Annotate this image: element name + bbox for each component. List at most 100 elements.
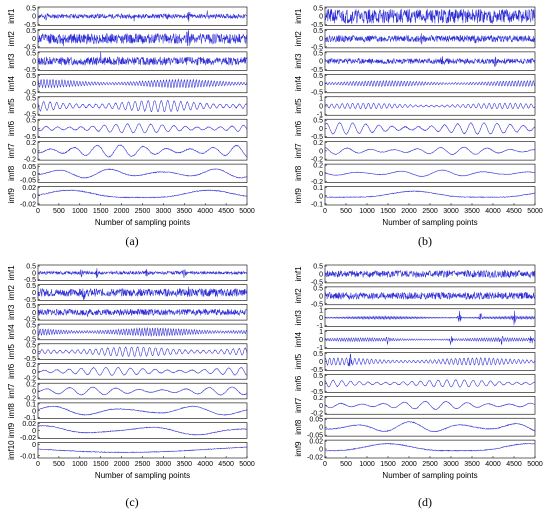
x-tick-label: 3500 (177, 461, 193, 468)
subfigure-caption: (d) (418, 495, 432, 509)
panel-label-imf10: imf10 (7, 440, 16, 460)
y-tick-label: 0.5 (26, 342, 36, 349)
signal-line-imf7 (324, 146, 535, 156)
panel-imf2: 0.50-0.5 imf2 (294, 285, 536, 308)
y-tick-label: -0.2 (24, 157, 36, 164)
y-tick-label: 0.5 (313, 50, 323, 57)
x-tick-label: 3000 (443, 461, 459, 468)
panel-imf6: 0.50-0.5 imf6 (7, 118, 248, 141)
y-tick-label: -0.1 (24, 415, 36, 422)
x-tick-label: 2000 (401, 208, 417, 215)
panel-frame (324, 439, 536, 459)
panel-frame (37, 382, 248, 400)
y-tick-label: 0 (32, 310, 36, 317)
panel-imf2: 0.50-0.5 imf2 (294, 28, 536, 51)
y-tick-label: 0 (319, 59, 323, 66)
signal-line-imf1 (37, 268, 248, 279)
y-tick-label: 0.1 (313, 185, 323, 192)
x-tick-label: 5000 (239, 461, 255, 468)
panel-imf2: 0.50-0.5 imf2 (7, 28, 248, 51)
signal-line-imf3 (37, 308, 248, 318)
y-tick-label: 0.5 (313, 6, 323, 13)
y-tick-label: 0 (32, 171, 36, 178)
y-tick-label: 0.5 (313, 264, 323, 271)
panel-label-imf8: imf8 (7, 403, 16, 419)
y-tick-label: 0 (319, 193, 323, 200)
y-tick-label: 1 (319, 329, 323, 336)
signal-line-imf9 (324, 442, 535, 452)
y-tick-label: 0.5 (26, 264, 36, 271)
y-tick-label: 0 (319, 104, 323, 111)
y-tick-label: -0.2 (24, 376, 36, 383)
panel-label-imf6: imf6 (7, 120, 16, 136)
panel-label-imf7: imf7 (7, 383, 16, 399)
y-tick-label: 0 (319, 148, 323, 155)
y-tick-label: 0.2 (313, 163, 323, 170)
panel-imf5: 0.5 0-0.5 imf5 (7, 95, 248, 119)
panel-frame (324, 74, 536, 94)
panel-frame (37, 118, 248, 138)
y-tick-label: -0.5 (311, 89, 323, 96)
x-tick-label: 4500 (506, 461, 522, 468)
x-tick-label: 5000 (239, 208, 255, 215)
signal-line-imf8 (324, 169, 536, 177)
panel-label-imf8: imf8 (294, 419, 303, 435)
signal-line-imf5 (324, 353, 536, 367)
panel-imf6: 0.50-0.5 imf6 (294, 118, 536, 141)
y-tick-label: -0.5 (24, 112, 36, 119)
panel-frame (324, 118, 536, 138)
panel-label-imf6: imf6 (294, 375, 303, 391)
y-tick-label: 0 (319, 337, 323, 344)
y-tick-label: 0.5 (26, 118, 36, 125)
y-tick-label: 0 (32, 408, 36, 415)
panel-label-imf5: imf5 (294, 353, 303, 369)
x-tick-label: 1000 (72, 208, 88, 215)
y-tick-label: 0 (319, 293, 323, 300)
signal-line-imf3 (37, 51, 248, 67)
y-tick-label: -0.2 (311, 157, 323, 164)
signal-line-imf5 (324, 102, 536, 110)
y-tick-label: 0 (319, 126, 323, 133)
panel-label-imf1: imf1 (7, 265, 16, 281)
y-tick-label: -0.5 (24, 134, 36, 141)
panel-label-imf8: imf8 (294, 165, 303, 181)
y-tick-label: 0.2 (26, 362, 36, 369)
y-tick-label: -0.5 (311, 134, 323, 141)
y-tick-label: 0 (319, 359, 323, 366)
signal-line-imf8 (37, 168, 248, 179)
y-tick-label: 0 (319, 403, 323, 410)
y-tick-label: 0 (32, 36, 36, 43)
y-tick-label: 0.2 (313, 395, 323, 402)
panel-label-imf5: imf5 (294, 98, 303, 114)
panel-label-imf9: imf9 (7, 188, 16, 204)
subfigure-caption: (a) (125, 234, 138, 248)
signal-line-imf1 (324, 8, 536, 25)
y-tick-label: 0 (32, 59, 36, 66)
panel-imf8: 0.20-0.2 imf8 (294, 163, 536, 186)
signal-line-imf7 (37, 386, 248, 396)
panel-imf6: 0.50-0.5 imf6 (294, 373, 536, 396)
y-tick-label: -0.2 (311, 179, 323, 186)
panel-label-imf6: imf6 (294, 120, 303, 136)
panel-imf4: 10-1 imf4 (294, 329, 536, 352)
y-tick-label: 0.05 (309, 417, 323, 424)
x-tick-label: 3500 (464, 461, 480, 468)
y-tick-label: 0 (319, 447, 323, 454)
panel-label-imf1: imf1 (294, 266, 303, 282)
y-tick-label: -0.02 (307, 455, 323, 462)
x-tick-label: 500 (53, 461, 65, 468)
y-tick-label: -0.02 (20, 202, 36, 209)
y-tick-label: 0 (32, 290, 36, 297)
x-tick-label: 2500 (135, 208, 151, 215)
y-tick-label: -0.01 (20, 453, 36, 460)
y-tick-label: 0 (32, 193, 36, 200)
y-tick-label: -0.5 (311, 367, 323, 374)
panel-imf3: 0.50-0.5 imf3 (7, 303, 248, 324)
panel-label-imf3: imf3 (294, 53, 303, 69)
panel-imf9: 0.10 -0.1 imf9 (294, 185, 536, 209)
